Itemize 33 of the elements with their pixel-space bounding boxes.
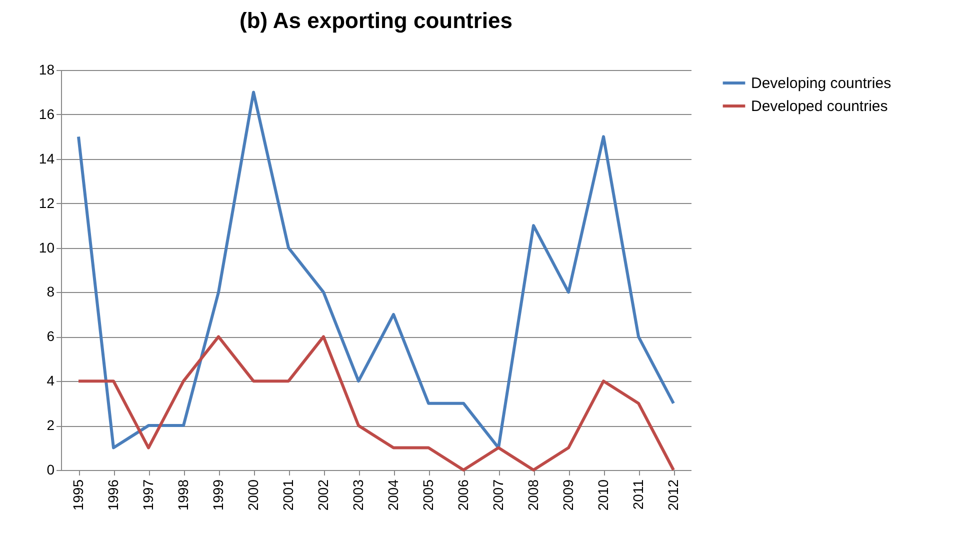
x-tick-label: 1996 (105, 479, 121, 511)
line-series (77, 90, 675, 450)
y-tick-label: 6 (46, 328, 55, 344)
x-tick-label: 2000 (245, 479, 261, 511)
legend-label: Developed countries (751, 98, 888, 115)
y-tick-label: 12 (38, 194, 55, 211)
x-tick-label: 1998 (175, 479, 191, 511)
x-tick-label: 2012 (665, 479, 681, 511)
x-tick-label: 2009 (560, 479, 576, 511)
x-tick-label: 2004 (385, 479, 401, 511)
x-tick-label: 2005 (420, 479, 436, 511)
y-tick-label: 10 (38, 239, 55, 256)
x-tick-label: 1999 (210, 479, 226, 511)
line-series (77, 335, 675, 472)
chart-title: (b) As exporting countries (240, 8, 512, 33)
y-tick-label: 0 (46, 462, 55, 478)
x-tick-label: 1997 (140, 479, 156, 511)
x-tick-label: 2002 (315, 479, 331, 511)
y-tick-label: 4 (46, 372, 55, 389)
x-tick-label: 2003 (350, 479, 366, 511)
y-tick-label: 2 (46, 417, 55, 434)
legend-label: Developing countries (751, 75, 892, 92)
x-tick-label: 2007 (490, 479, 506, 511)
y-tick-label: 14 (38, 150, 55, 166)
x-tick-label: 2001 (280, 479, 296, 511)
y-tick-label: 8 (46, 284, 55, 300)
x-tick-label: 1995 (70, 479, 86, 511)
x-tick-label: 2008 (525, 479, 541, 511)
x-tick-label: 2010 (595, 479, 611, 511)
x-tick-label: 2006 (455, 479, 471, 511)
y-tick-label: 16 (38, 106, 55, 122)
x-tick-label: 2011 (630, 479, 646, 510)
y-tick-label: 18 (38, 62, 55, 78)
